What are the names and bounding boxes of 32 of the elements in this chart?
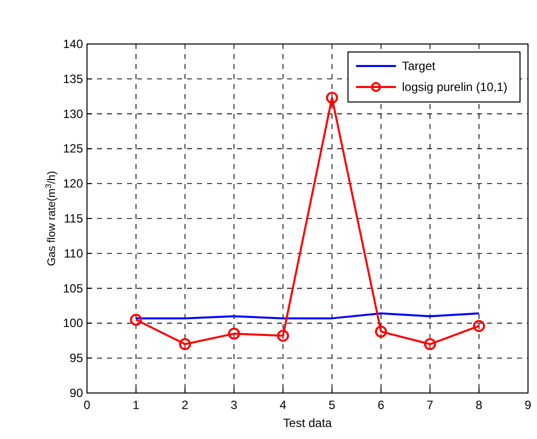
legend-label: logsig purelin (10,1) [402,80,508,94]
y-tick-label: 125 [62,142,84,156]
x-tick-label: 1 [132,398,140,412]
y-tick-label: 95 [70,351,84,366]
point [228,328,240,340]
x-tick-label: 0 [84,398,91,412]
x-tick-label: 6 [378,398,385,412]
point [179,338,191,350]
point [277,330,289,342]
x-tick-label: 8 [476,398,483,412]
x-tick-label: 5 [328,398,336,412]
point [473,320,485,332]
y-tick-label: 100 [62,316,84,330]
point [375,326,387,338]
x-tick-label: 9 [524,398,532,412]
y-tick-label: 105 [62,281,84,296]
point [326,92,338,104]
x-axis-title: Test data [283,416,332,430]
x-tick-label: 3 [230,398,238,412]
y-tick-label: 115 [64,212,84,226]
x-tick-label: 2 [182,398,189,412]
y-tick-label: 140 [62,37,84,51]
x-tick-label: 7 [426,398,434,412]
y-tick-label: 90 [70,386,84,400]
point [424,338,436,350]
y-tick-label: 120 [62,176,84,191]
x-tick-label: 4 [280,398,287,412]
y-tick-label: 130 [62,106,84,121]
y-tick-label: 135 [62,72,84,86]
point [130,314,142,326]
legend-label: Target [402,59,436,73]
y-tick-label: 110 [64,246,84,260]
